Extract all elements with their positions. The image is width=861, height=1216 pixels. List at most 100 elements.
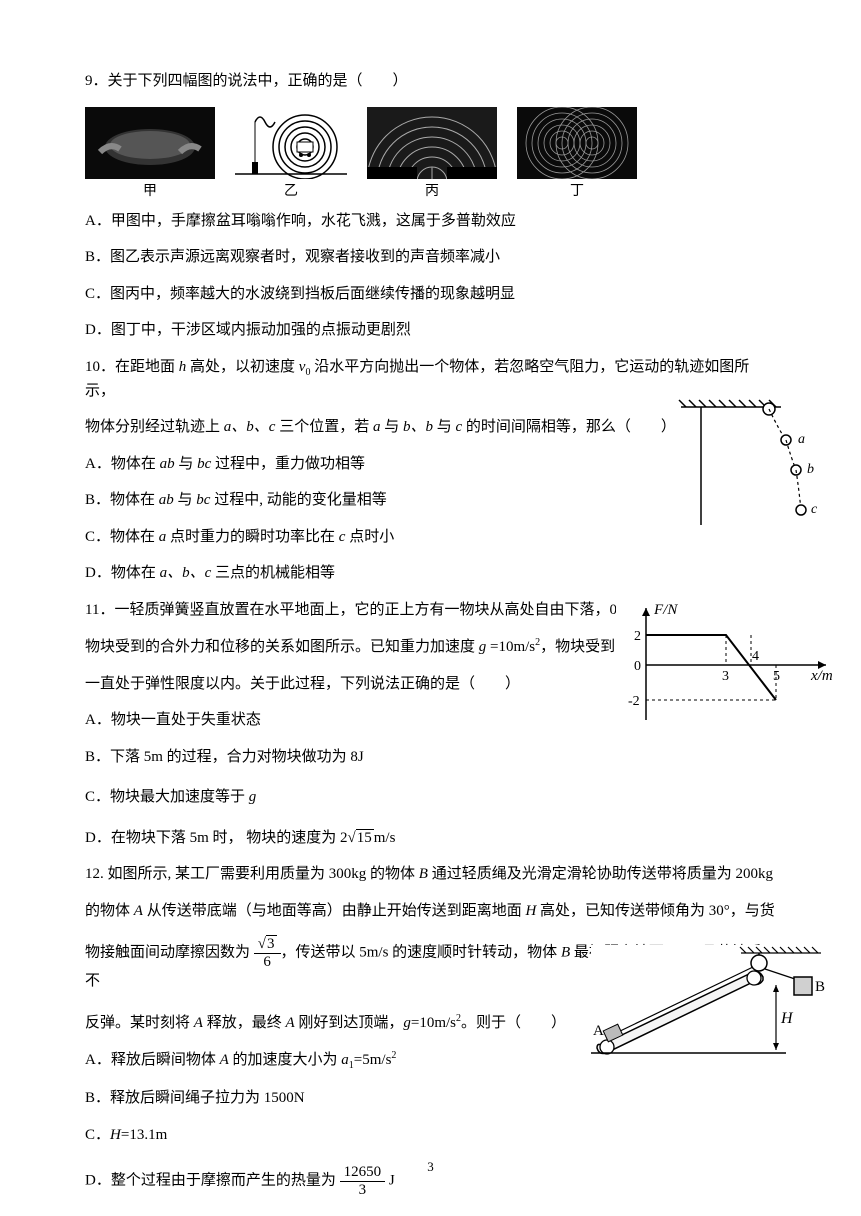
q12-diagram: B A H bbox=[591, 945, 831, 1055]
q10b-bc: bc bbox=[196, 492, 210, 508]
q12-l2-2: 从传送带底端（与地面等高）由静止开始传送到距离地面 bbox=[143, 903, 526, 919]
q9-img-bing: 丙 bbox=[367, 107, 497, 202]
page-number: 3 bbox=[427, 1157, 434, 1177]
q11-option-b: B．下落 5m 的过程，合力对物块做功为 8J bbox=[85, 746, 776, 769]
q12a-sq: 2 bbox=[391, 1050, 396, 1061]
q11-chart: F/N x/m 2 0 -2 3 4 5 bbox=[616, 600, 836, 730]
q9-option-b: B．图乙表示声源远离观察者时，观察者接收到的声音频率减小 bbox=[85, 246, 776, 269]
q10b-ab: ab bbox=[159, 492, 174, 508]
q12d-2: J bbox=[385, 1172, 395, 1188]
q12-l4-3: 刚好到达顶端， bbox=[295, 1015, 404, 1031]
q12-l4-2: 释放，最终 bbox=[203, 1015, 286, 1031]
q12-B: B bbox=[419, 866, 428, 882]
q12-l4-1: 反弹。某时刻将 bbox=[85, 1015, 194, 1031]
q10d-abc: a、b、c bbox=[160, 565, 212, 581]
q11-option-c: C．物块最大加速度等于 g bbox=[85, 786, 776, 809]
q10-abc: a、b、c bbox=[224, 419, 276, 435]
q10a-1: A．物体在 bbox=[85, 456, 160, 472]
q11-ytick-0: 0 bbox=[634, 659, 641, 674]
q9-label-ding: 丁 bbox=[570, 181, 584, 202]
q12-l4-4: =10m/s bbox=[411, 1015, 456, 1031]
q10a-2: 与 bbox=[175, 456, 198, 472]
q10-l2-2: 三个位置，若 bbox=[275, 419, 373, 435]
q10a-ab: ab bbox=[160, 456, 175, 472]
q10d-1: D．物体在 bbox=[85, 565, 160, 581]
q12-A2: A bbox=[194, 1015, 203, 1031]
q10-l2-3: 的时间间隔相等，那么（ ） bbox=[462, 419, 676, 435]
q11c-g: g bbox=[249, 789, 257, 805]
q12-stem-line2: 的物体 A 从传送带底端（与地面等高）由静止开始传送到距离地面 H 高处，已知传… bbox=[85, 900, 776, 923]
q10b-3: 过程中, 动能的变化量相等 bbox=[210, 492, 386, 508]
q10-wb: 与 bbox=[380, 419, 403, 435]
q10-label-a: a bbox=[798, 432, 805, 447]
q12-l3-2: ，传送带以 5m/s 的速度顺时针转动，物体 bbox=[281, 944, 561, 960]
q11c-1: C．物块最大加速度等于 bbox=[85, 789, 249, 805]
q9-option-a: A．甲图中，手摩擦盆耳嗡嗡作响，水花飞溅，这属于多普勒效应 bbox=[85, 210, 776, 233]
q12-option-b: B．释放后瞬间绳子拉力为 1500N bbox=[85, 1087, 776, 1110]
q12a-2: 的加速度大小为 bbox=[229, 1052, 342, 1068]
q11-xtick-5: 5 bbox=[773, 669, 780, 684]
q11-l2-2: =10m/s bbox=[486, 639, 535, 655]
q12-label-H: H bbox=[780, 1010, 794, 1027]
q10-wc: 与 bbox=[433, 419, 456, 435]
q12-g: g bbox=[403, 1015, 411, 1031]
q12-B2: B bbox=[561, 944, 570, 960]
q10b-2: 与 bbox=[174, 492, 197, 508]
q10c-3: 点时小 bbox=[345, 529, 394, 545]
q12c-H: H bbox=[110, 1127, 121, 1143]
q11-xtick-4: 4 bbox=[752, 649, 759, 664]
q12-option-c: C．H=13.1m bbox=[85, 1124, 776, 1147]
q12-l1-2: 通过轻质绳及光滑定滑轮协助传送带将质量为 200kg bbox=[428, 866, 773, 882]
q11-ylabel: F/N bbox=[653, 602, 678, 618]
q11d-2: m/s bbox=[374, 830, 396, 846]
q12-stem-line1: 12. 如图所示, 某工厂需要利用质量为 300kg 的物体 B 通过轻质绳及光… bbox=[85, 863, 776, 886]
q9-option-c: C．图丙中，频率越大的水波绕到挡板后面继续传播的现象越明显 bbox=[85, 283, 776, 306]
q9-stem: 9．关于下列四幅图的说法中，正确的是（ ） bbox=[85, 70, 776, 93]
q10d-2: 三点的机械能相等 bbox=[211, 565, 335, 581]
q12d-den: 3 bbox=[340, 1182, 386, 1199]
q12-l1-1: 12. 如图所示, 某工厂需要利用质量为 300kg 的物体 bbox=[85, 866, 419, 882]
q10-b: b、b bbox=[403, 419, 433, 435]
q10a-bc: bc bbox=[197, 456, 211, 472]
q12-H: H bbox=[525, 903, 536, 919]
q10-option-d: D．物体在 a、b、c 三点的机械能相等 bbox=[85, 562, 776, 585]
q10-s1: 10．在距地面 bbox=[85, 359, 179, 375]
q12-l4-5: 。则于（ ） bbox=[461, 1015, 566, 1031]
q11-l2-1: 物块受到的合外力和位移的关系如图所示。已知重力加速度 bbox=[85, 639, 479, 655]
q11d-1: D．在物块下落 5m 时， 物块的速度为 2 bbox=[85, 830, 348, 846]
q12-A3: A bbox=[285, 1015, 294, 1031]
q11-ytick-n2: -2 bbox=[628, 694, 640, 709]
q9-images-row: 甲 乙 bbox=[85, 107, 776, 202]
q12d-1: D．整个过程由于摩擦而产生的热量为 bbox=[85, 1172, 340, 1188]
q10-label-b: b bbox=[807, 462, 814, 477]
q12c-2: =13.1m bbox=[121, 1127, 167, 1143]
q9-label-bing: 丙 bbox=[425, 181, 439, 202]
q9-img-yi: 乙 bbox=[235, 107, 347, 202]
q12-l2-3: 高处，已知传送带倾角为 30°，与货 bbox=[536, 903, 775, 919]
q12a-3: =5m/s bbox=[354, 1052, 392, 1068]
q10b-1: B．物体在 bbox=[85, 492, 159, 508]
q11d-sqrt: 15 bbox=[356, 829, 374, 846]
q9-img-ding: 丁 bbox=[517, 107, 637, 202]
q11-xtick-3: 3 bbox=[722, 669, 729, 684]
q12a-1: A．释放后瞬间物体 bbox=[85, 1052, 220, 1068]
q9-label-jia: 甲 bbox=[143, 181, 157, 202]
q10-s2: 高处，以初速度 bbox=[186, 359, 299, 375]
q11-option-d: D．在物块下落 5m 时， 物块的速度为 2 15m/s bbox=[85, 827, 776, 850]
q12-label-B: B bbox=[815, 979, 825, 995]
q12-frac-den: 6 bbox=[254, 954, 281, 971]
q12-frac-num: 3 bbox=[266, 935, 277, 952]
q10-diagram: a b c bbox=[671, 395, 821, 525]
q12-l2-1: 的物体 bbox=[85, 903, 134, 919]
q12-label-A: A bbox=[593, 1023, 604, 1039]
q12a-a1a: a bbox=[341, 1052, 349, 1068]
q10-l2-1: 物体分别经过轨迹上 bbox=[85, 419, 224, 435]
q10c-1: C．物体在 bbox=[85, 529, 159, 545]
q12-l3-1: 物接触面间动摩擦因数为 bbox=[85, 944, 254, 960]
q10-option-c: C．物体在 a 点时重力的瞬时功率比在 c 点时小 bbox=[85, 526, 776, 549]
q9-option-d: D．图丁中，干涉区域内振动加强的点振动更剧烈 bbox=[85, 319, 776, 342]
q12c-1: C． bbox=[85, 1127, 110, 1143]
q9-label-yi: 乙 bbox=[284, 181, 298, 202]
q10c-2: 点时重力的瞬时功率比在 bbox=[166, 529, 339, 545]
q12d-num: 12650 bbox=[340, 1164, 386, 1182]
